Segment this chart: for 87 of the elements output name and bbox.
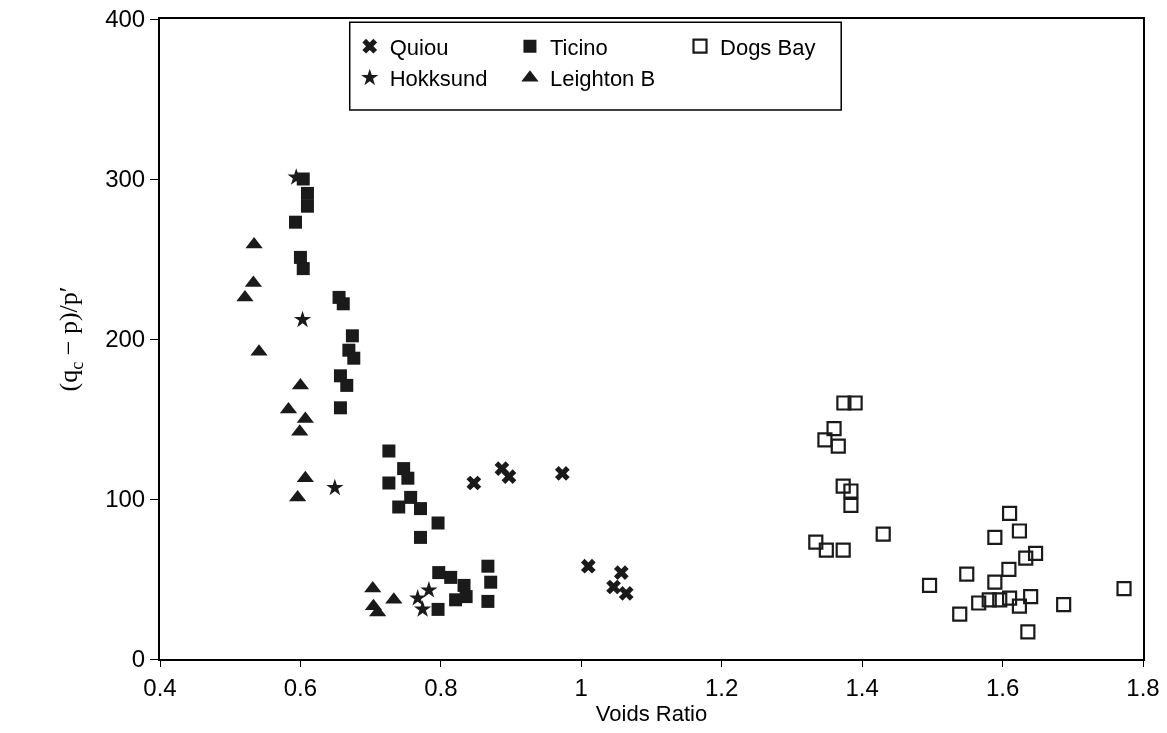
point	[420, 581, 438, 598]
point	[1027, 545, 1044, 561]
point	[481, 559, 495, 573]
point	[347, 351, 361, 365]
point	[296, 262, 310, 276]
point	[431, 602, 445, 616]
point	[981, 592, 997, 608]
x-tick-label: 0.4	[143, 673, 177, 701]
point	[414, 502, 427, 516]
point	[987, 529, 1003, 545]
y-tick-label: 0	[131, 645, 146, 673]
point	[843, 483, 859, 499]
point	[333, 401, 347, 415]
x-tick-label: 1.2	[705, 673, 739, 701]
point	[921, 577, 938, 593]
legend-label: Quiou	[389, 34, 449, 60]
point	[382, 444, 396, 458]
point	[1023, 589, 1039, 605]
point	[971, 595, 987, 611]
x-axis-title: Voids Ratio	[595, 700, 708, 726]
point	[236, 289, 254, 302]
legend-label: Hokksund	[389, 66, 488, 92]
point	[484, 575, 498, 589]
point	[501, 469, 517, 484]
point	[300, 186, 314, 200]
point	[300, 199, 314, 213]
point	[413, 600, 432, 617]
point	[1001, 561, 1017, 577]
point	[613, 565, 629, 580]
point	[808, 534, 824, 550]
point	[414, 530, 427, 544]
point	[382, 476, 396, 490]
x-tick-label: 1	[574, 673, 588, 701]
point	[1018, 550, 1034, 566]
point	[1001, 590, 1018, 606]
point	[847, 395, 863, 411]
point	[606, 579, 621, 595]
point	[444, 570, 458, 584]
point	[404, 490, 418, 504]
point	[817, 432, 833, 448]
point	[1056, 597, 1072, 613]
y-tick-label: 400	[105, 5, 146, 33]
point	[1011, 598, 1028, 614]
point	[336, 297, 350, 311]
point	[818, 542, 834, 558]
point	[466, 475, 482, 491]
point	[1011, 523, 1028, 539]
point	[959, 566, 975, 582]
legend-label: Dogs Bay	[720, 34, 816, 60]
point	[618, 586, 634, 601]
point	[340, 378, 354, 392]
y-tick-label: 300	[105, 165, 146, 193]
point	[345, 329, 359, 343]
point	[987, 574, 1003, 590]
point	[952, 606, 968, 622]
point	[843, 497, 859, 513]
x-tick-label: 1.8	[1126, 673, 1160, 701]
point	[409, 589, 427, 606]
point	[1001, 505, 1018, 521]
point	[826, 421, 842, 437]
point	[875, 526, 891, 542]
legend-label: Ticino	[549, 34, 608, 60]
point	[836, 395, 852, 411]
point	[392, 500, 406, 514]
point	[326, 478, 344, 496]
x-tick-label: 1.6	[985, 673, 1020, 701]
legend-label: Leighton B	[549, 66, 656, 92]
point	[830, 438, 846, 454]
point	[289, 215, 303, 229]
point	[293, 310, 312, 328]
y-tick-label: 100	[105, 485, 146, 513]
point	[431, 516, 445, 530]
point	[481, 594, 495, 608]
point	[992, 592, 1008, 608]
x-tick-label: 0.8	[424, 673, 458, 701]
point	[449, 593, 463, 607]
point	[432, 566, 446, 580]
point	[401, 471, 415, 485]
point	[1116, 581, 1132, 597]
point	[580, 558, 596, 574]
point	[554, 466, 570, 481]
point	[835, 478, 851, 494]
point	[1020, 624, 1036, 640]
x-tick-label: 0.6	[283, 673, 318, 701]
x-tick-label: 1.4	[845, 673, 879, 701]
point	[835, 542, 851, 558]
y-tick-label: 200	[105, 325, 146, 353]
